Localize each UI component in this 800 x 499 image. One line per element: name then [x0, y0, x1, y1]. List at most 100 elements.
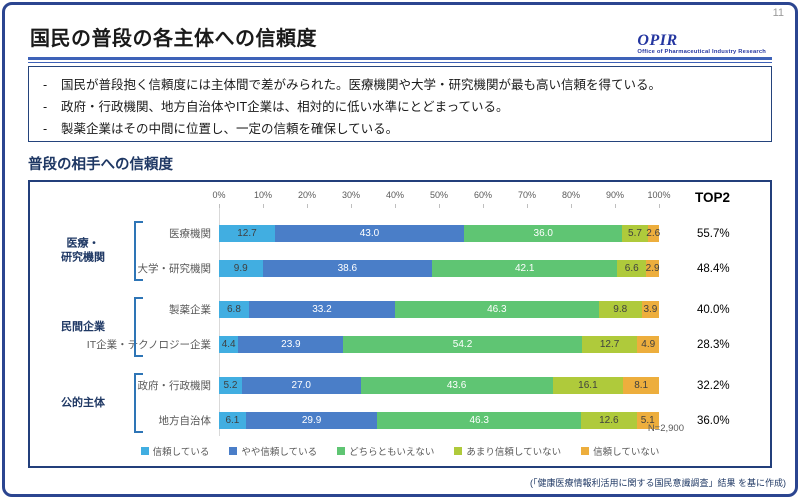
- bar-segment-somewhat-trust: 23.9: [238, 336, 344, 353]
- bar-segment-somewhat-distrust: 5.7: [622, 225, 648, 242]
- bar-segment-somewhat-trust: 43.0: [274, 225, 465, 242]
- legend-swatch: [337, 447, 346, 455]
- legend-item-somewhat-distrust: あまり信頼していない: [454, 444, 561, 458]
- bar-segment-distrust: 8.1: [623, 377, 659, 394]
- chart-panel: 0% 10% 20% 30% 40% 50% 60% 70% 80% 90% 100% TOP2 医…: [28, 180, 772, 468]
- page-title: 国民の普段の各主体への信頼度: [30, 28, 317, 50]
- top2-value: 32.2%: [697, 379, 730, 392]
- legend-item-trust: 信頼している: [140, 444, 210, 458]
- bar-segment-distrust: 2.9: [646, 260, 660, 277]
- legend-label: 信頼していない: [593, 447, 660, 458]
- page-number: 11: [772, 7, 784, 19]
- stacked-bar: 4.4 23.9 54.2 12.7 4.9: [219, 336, 660, 353]
- opir-logo-subtitle: Office of Pharmaceutical Industry Resear…: [637, 49, 766, 55]
- group-bracket: [134, 373, 143, 433]
- table-row: 製薬企業 6.8 33.2 46.3 9.8 3.9 40.0%: [40, 292, 760, 327]
- summary-bullet: - 国民が普段抱く信頼度には主体間で差がみられた。医療機関や大学・研究機関が最も…: [43, 74, 757, 96]
- row-label: 政府・行政機関: [137, 380, 212, 392]
- axis-tick: 70%: [517, 190, 537, 200]
- stacked-bar: 9.9 38.6 42.1 6.6 2.9: [219, 260, 660, 277]
- legend-swatch: [229, 447, 238, 455]
- axis-tick: 20%: [297, 190, 317, 200]
- top2-value: 48.4%: [697, 262, 730, 275]
- summary-box: - 国民が普段抱く信頼度には主体間で差がみられた。医療機関や大学・研究機関が最も…: [28, 66, 772, 142]
- row-label: 地方自治体: [158, 415, 212, 427]
- bar-segment-neutral: 54.2: [343, 336, 582, 353]
- legend-swatch: [140, 447, 149, 455]
- bar-segment-neutral: 46.3: [377, 412, 582, 429]
- stacked-bar: 5.2 27.0 43.6 16.1 8.1: [219, 377, 659, 394]
- sample-size-label: N=2,900: [647, 423, 684, 434]
- source-note: (「健康医療情報利活用に関する国民意識調査」結果 を基に作成): [530, 478, 786, 488]
- axis-tick: 0%: [212, 190, 226, 200]
- group-bracket: [134, 221, 143, 281]
- bar-segment-trust: 6.8: [219, 301, 249, 318]
- legend-swatch: [454, 447, 463, 455]
- stacked-bar: 12.7 43.0 36.0 5.7 2.6: [219, 225, 660, 242]
- opir-logo-acronym: OPIR: [637, 32, 678, 49]
- stacked-bar: 6.8 33.2 46.3 9.8 3.9: [219, 301, 659, 318]
- bar-segment-somewhat-distrust: 9.8: [598, 301, 642, 318]
- bullet-marker: -: [43, 78, 48, 92]
- top2-value: 55.7%: [697, 227, 730, 240]
- group-bracket: [134, 297, 143, 357]
- bar-segment-distrust: 4.9: [637, 336, 660, 353]
- bar-segment-neutral: 42.1: [432, 260, 618, 277]
- axis-tickmarks: [219, 204, 660, 208]
- legend-label: やや信頼している: [241, 447, 318, 458]
- bar-segment-trust: 9.9: [219, 260, 263, 277]
- top2-value: 36.0%: [697, 414, 730, 427]
- bar-segment-somewhat-trust: 29.9: [245, 412, 378, 429]
- axis-zero-line: [219, 208, 220, 436]
- legend-label: あまり信頼していない: [466, 447, 562, 458]
- legend-item-somewhat-trust: やや信頼している: [229, 444, 317, 458]
- top2-value: 28.3%: [697, 338, 730, 351]
- bar-segment-somewhat-distrust: 16.1: [552, 377, 624, 394]
- bullet-marker: -: [43, 122, 48, 136]
- table-row: 大学・研究機関 9.9 38.6 42.1 6.6 2.9 48.4%: [40, 251, 760, 286]
- bar-segment-neutral: 46.3: [394, 301, 599, 318]
- bar-segment-distrust: 3.9: [641, 301, 659, 318]
- bar-segment-trust: 6.1: [219, 412, 246, 429]
- bar-segment-distrust: 5.1: [636, 412, 659, 429]
- axis-tick: 50%: [429, 190, 449, 200]
- bar-segment-somewhat-trust: 27.0: [241, 377, 361, 394]
- axis-tick: 10%: [253, 190, 273, 200]
- legend-item-distrust: 信頼していない: [581, 444, 659, 458]
- bullet-marker: -: [43, 100, 48, 114]
- axis-tick: 60%: [473, 190, 493, 200]
- top2-column-header: TOP2: [695, 190, 731, 205]
- bar-segment-somewhat-trust: 38.6: [262, 260, 433, 277]
- summary-bullet: - 製薬企業はその中間に位置し、一定の信頼を確保している。: [43, 118, 757, 140]
- legend-item-neutral: どちらともいえない: [337, 444, 434, 458]
- summary-bullet-text: 製薬企業はその中間に位置し、一定の信頼を確保している。: [61, 122, 399, 136]
- summary-bullet-text: 政府・行政機関、地方自治体やIT企業は、相対的に低い水準にとどまっている。: [61, 100, 509, 114]
- bar-segment-somewhat-trust: 33.2: [248, 301, 395, 318]
- row-label: IT企業・テクノロジー企業: [86, 339, 211, 351]
- title-divider: [28, 57, 772, 63]
- table-row: 政府・行政機関 5.2 27.0 43.6 16.1 8.1 32.2%: [40, 368, 760, 403]
- group-label-public-entities: 公的主体: [61, 396, 105, 409]
- group-label-medical-research: 医療・ 研究機関: [61, 237, 105, 264]
- table-row: 医療機関 12.7 43.0 36.0 5.7 2.6 55.7%: [40, 216, 760, 251]
- table-row: 地方自治体 6.1 29.9 46.3 12.6 5.1 36.0%: [40, 403, 760, 438]
- axis-tick: 40%: [385, 190, 405, 200]
- axis-tick: 80%: [561, 190, 581, 200]
- legend: 信頼している やや信頼している どちらともいえない あまり信頼していない 信頼していない: [30, 444, 770, 458]
- legend-swatch: [581, 447, 590, 455]
- summary-bullet: - 政府・行政機関、地方自治体やIT企業は、相対的に低い水準にとどまっている。: [43, 96, 757, 118]
- summary-bullet-text: 国民が普段抱く信頼度には主体間で差がみられた。医療機関や大学・研究機関が最も高い…: [61, 78, 662, 92]
- bar-segment-trust: 4.4: [219, 336, 239, 353]
- axis-tick: 90%: [605, 190, 625, 200]
- legend-label: 信頼している: [152, 447, 210, 458]
- x-axis: 0% 10% 20% 30% 40% 50% 60% 70% 80% 90% 100%: [212, 190, 670, 203]
- bar-segment-somewhat-distrust: 12.7: [581, 336, 638, 353]
- row-label: 医療機関: [169, 228, 211, 240]
- bar-segment-somewhat-distrust: 12.6: [581, 412, 637, 429]
- bar-segment-distrust: 2.6: [646, 225, 660, 242]
- bar-segment-trust: 5.2: [219, 377, 242, 394]
- table-row: IT企業・テクノロジー企業 4.4 23.9 54.2 12.7 4.9 28.3%: [40, 327, 760, 362]
- legend-label: どちらともいえない: [349, 447, 435, 458]
- chart-title: 普段の相手への信頼度: [28, 157, 173, 173]
